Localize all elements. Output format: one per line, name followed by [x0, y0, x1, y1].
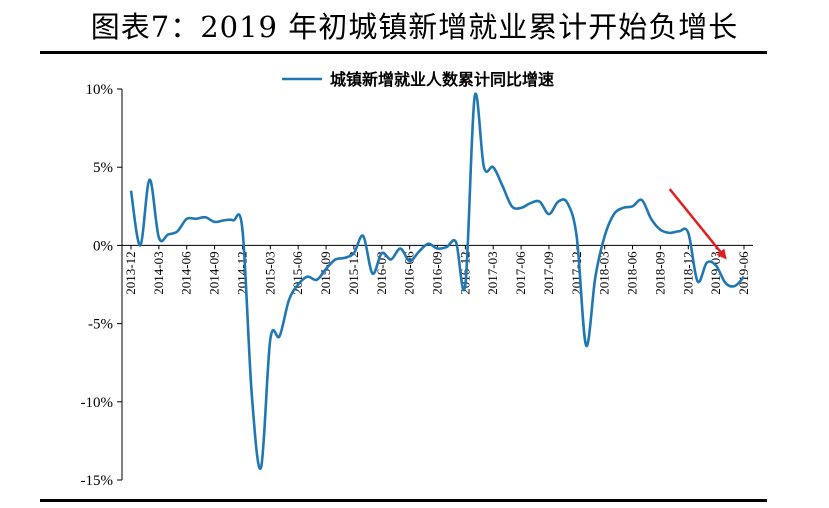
- legend-label: 城镇新增就业人数累计同比增速: [330, 70, 554, 89]
- x-tick-label: 2016-06: [402, 251, 417, 295]
- x-tick-label: 2019-06: [736, 251, 751, 295]
- x-tick-label: 2017-09: [541, 251, 556, 294]
- series-line: [129, 92, 745, 471]
- x-tick-label: 2014-09: [207, 251, 222, 294]
- x-axis: 2013-12 2014-03 2014-06 2014-09 2014-12 2015-…: [122, 244, 753, 295]
- x-tick-label: 2017-06: [513, 251, 528, 295]
- title-rule: [40, 51, 767, 54]
- y-tick-label: -15%: [81, 473, 114, 489]
- x-tick-label: 2018-09: [652, 251, 667, 294]
- y-axis: 10% 5% 0% -5% -10% -15%: [81, 82, 123, 489]
- legend: 城镇新增就业人数累计同比增速: [282, 70, 554, 89]
- x-tick-label: 2015-12: [346, 251, 361, 294]
- bottom-rule: [40, 499, 767, 502]
- y-tick-label: -5%: [88, 317, 113, 333]
- x-tick-label: 2015-09: [318, 251, 333, 294]
- x-tick-label: 2016-09: [430, 251, 445, 294]
- x-tick-label: 2018-12: [680, 251, 695, 294]
- annotation-layer: [668, 188, 727, 260]
- x-tick-label: 2018-03: [597, 251, 612, 294]
- x-tick-label: 2014-03: [151, 251, 166, 294]
- x-tick-label: 2015-03: [262, 251, 277, 294]
- x-tick-label: 2018-06: [625, 251, 640, 295]
- y-tick-label: 5%: [93, 160, 113, 176]
- chart-title: 图表7：2019 年初城镇新增就业累计开始负增长: [90, 10, 739, 44]
- trend-arrow: [668, 188, 727, 260]
- x-tick-label: 2014-06: [179, 251, 194, 295]
- x-tick-label: 2013-12: [123, 251, 138, 294]
- series-layer: [129, 92, 745, 471]
- x-tick-label: 2015-06: [290, 251, 305, 295]
- y-tick-label: 10%: [86, 82, 114, 98]
- y-tick-label: 0%: [93, 238, 113, 254]
- y-tick-label: -10%: [81, 395, 114, 411]
- x-tick-label: 2017-03: [485, 251, 500, 294]
